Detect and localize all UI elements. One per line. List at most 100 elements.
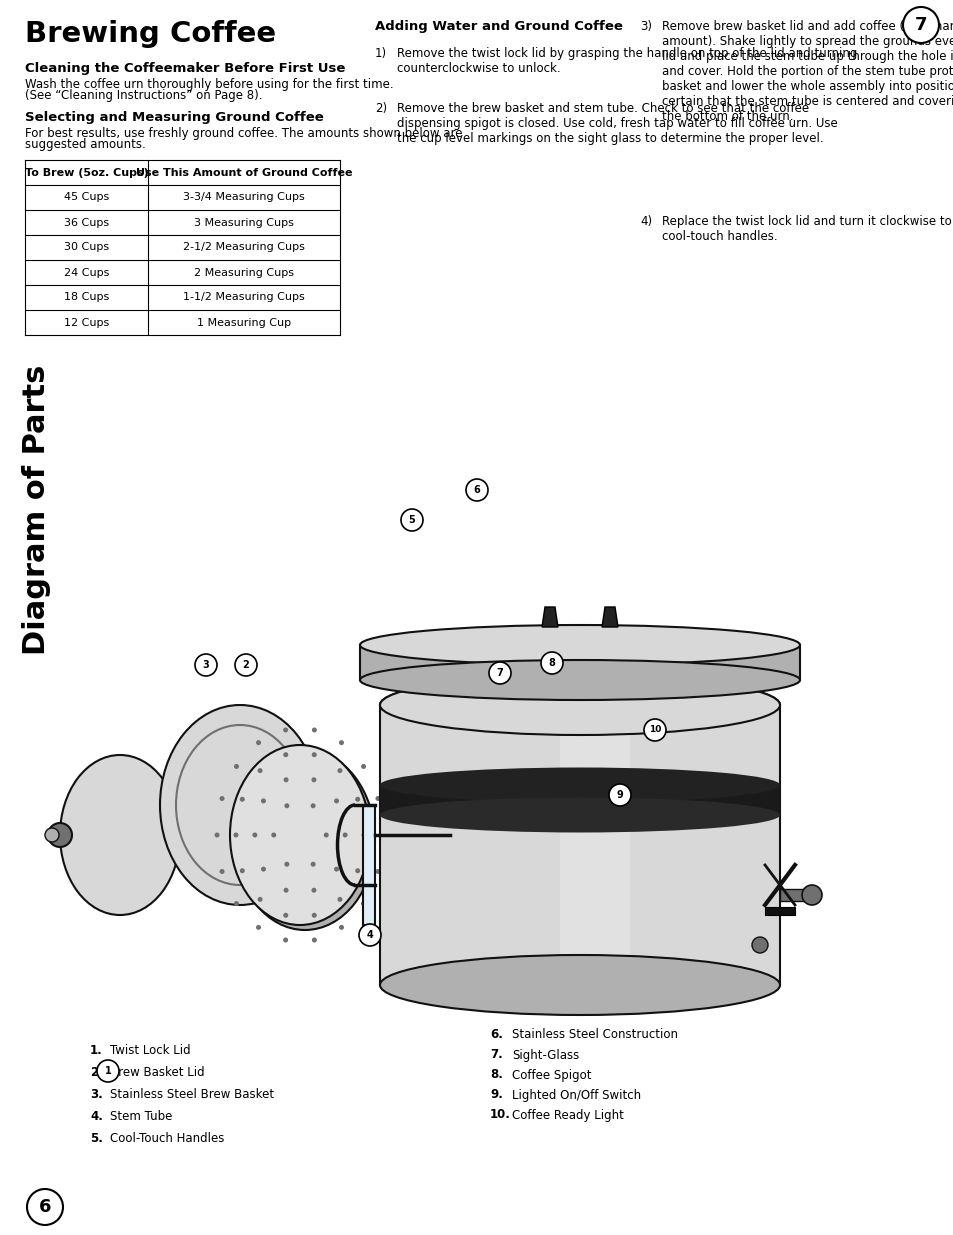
Ellipse shape <box>379 676 780 735</box>
Circle shape <box>239 797 245 802</box>
Text: 1): 1) <box>375 47 387 61</box>
Polygon shape <box>359 645 800 680</box>
Text: 10.: 10. <box>490 1109 511 1121</box>
Text: 1-1/2 Measuring Cups: 1-1/2 Measuring Cups <box>183 293 305 303</box>
Circle shape <box>312 913 316 918</box>
Circle shape <box>375 869 380 874</box>
Text: 3 Measuring Cups: 3 Measuring Cups <box>193 217 294 227</box>
Text: Cleaning the Coffeemaker Before First Use: Cleaning the Coffeemaker Before First Us… <box>25 62 345 75</box>
Text: 2: 2 <box>242 659 249 671</box>
Circle shape <box>214 832 219 837</box>
Text: Twist Lock Lid: Twist Lock Lid <box>110 1044 191 1056</box>
Circle shape <box>194 655 216 676</box>
Ellipse shape <box>379 676 780 735</box>
Circle shape <box>361 832 366 837</box>
Text: 3): 3) <box>639 20 651 33</box>
Circle shape <box>540 652 562 674</box>
Text: Remove the brew basket and stem tube. Check to see that the coffee
dispensing sp: Remove the brew basket and stem tube. Ch… <box>396 103 837 144</box>
Circle shape <box>239 868 245 873</box>
Text: To Brew (5oz. Cups): To Brew (5oz. Cups) <box>25 168 149 178</box>
Polygon shape <box>180 827 192 844</box>
Circle shape <box>608 784 630 806</box>
Circle shape <box>380 832 385 837</box>
Circle shape <box>465 479 488 501</box>
Text: Wash the coffee urn thoroughly before using for the first time.: Wash the coffee urn thoroughly before us… <box>25 78 394 91</box>
Ellipse shape <box>160 705 319 905</box>
Circle shape <box>283 913 288 918</box>
Text: 36 Cups: 36 Cups <box>64 217 109 227</box>
Circle shape <box>219 869 224 874</box>
Text: 24 Cups: 24 Cups <box>64 268 109 278</box>
Circle shape <box>255 740 261 745</box>
Bar <box>780 889 804 902</box>
Circle shape <box>234 655 256 676</box>
Text: 3-3/4 Measuring Cups: 3-3/4 Measuring Cups <box>183 193 305 203</box>
Text: 12 Cups: 12 Cups <box>64 317 109 327</box>
Text: Use This Amount of Ground Coffee: Use This Amount of Ground Coffee <box>135 168 352 178</box>
Text: Cool-Touch Handles: Cool-Touch Handles <box>110 1131 224 1145</box>
Circle shape <box>337 897 342 902</box>
Circle shape <box>233 832 238 837</box>
Text: 6: 6 <box>473 485 480 495</box>
Text: Coffee Ready Light: Coffee Ready Light <box>512 1109 623 1121</box>
Circle shape <box>27 1189 63 1225</box>
Circle shape <box>233 764 238 769</box>
Circle shape <box>284 862 289 867</box>
Circle shape <box>253 832 257 837</box>
Text: 3.: 3. <box>90 1088 103 1100</box>
Circle shape <box>283 777 288 782</box>
Circle shape <box>311 803 315 808</box>
Text: Remove brew basket lid and add coffee (see chart above for recommended
amount). : Remove brew basket lid and add coffee (s… <box>661 20 953 124</box>
Circle shape <box>311 862 315 867</box>
Text: Brewing Coffee: Brewing Coffee <box>25 20 275 48</box>
Circle shape <box>283 888 288 893</box>
Circle shape <box>255 925 261 930</box>
Circle shape <box>337 768 342 773</box>
Text: Diagram of Parts: Diagram of Parts <box>22 364 51 655</box>
Circle shape <box>283 937 288 942</box>
Text: 7: 7 <box>914 16 926 35</box>
Ellipse shape <box>234 750 375 930</box>
Circle shape <box>45 827 59 842</box>
Circle shape <box>355 868 360 873</box>
Text: 2): 2) <box>375 103 387 115</box>
Text: Stainless Steel Construction: Stainless Steel Construction <box>512 1029 678 1041</box>
Circle shape <box>375 797 380 802</box>
Text: 6.: 6. <box>490 1029 502 1041</box>
Circle shape <box>902 7 938 43</box>
Text: Replace the twist lock lid and turn it clockwise to lock the lid tabs under the
: Replace the twist lock lid and turn it c… <box>661 215 953 243</box>
Text: 4.: 4. <box>90 1109 103 1123</box>
Circle shape <box>338 740 344 745</box>
Circle shape <box>360 902 366 906</box>
Text: 5.: 5. <box>90 1131 103 1145</box>
Polygon shape <box>559 710 629 981</box>
Ellipse shape <box>60 755 180 915</box>
Ellipse shape <box>379 955 780 1015</box>
Ellipse shape <box>379 767 780 803</box>
Text: Selecting and Measuring Ground Coffee: Selecting and Measuring Ground Coffee <box>25 111 323 124</box>
Text: 10: 10 <box>648 725 660 735</box>
Text: 7: 7 <box>497 668 503 678</box>
Circle shape <box>284 803 289 808</box>
Text: 2.: 2. <box>90 1066 103 1078</box>
Circle shape <box>271 832 276 837</box>
Circle shape <box>97 1060 119 1082</box>
Ellipse shape <box>359 659 800 700</box>
Text: Sight-Glass: Sight-Glass <box>512 1049 578 1062</box>
Bar <box>764 906 794 915</box>
Circle shape <box>355 797 360 802</box>
Text: 30 Cups: 30 Cups <box>64 242 109 252</box>
Text: Brew Basket Lid: Brew Basket Lid <box>110 1066 204 1078</box>
Text: 18 Cups: 18 Cups <box>64 293 109 303</box>
Circle shape <box>643 719 665 741</box>
Text: suggested amounts.: suggested amounts. <box>25 138 146 151</box>
Text: Adding Water and Ground Coffee: Adding Water and Ground Coffee <box>375 20 622 33</box>
Text: 3: 3 <box>202 659 209 671</box>
Polygon shape <box>541 606 558 627</box>
Polygon shape <box>379 785 780 815</box>
Text: 4: 4 <box>366 930 373 940</box>
Circle shape <box>261 798 266 804</box>
Text: 4): 4) <box>639 215 652 228</box>
Text: 5: 5 <box>408 515 415 525</box>
Polygon shape <box>379 705 780 986</box>
